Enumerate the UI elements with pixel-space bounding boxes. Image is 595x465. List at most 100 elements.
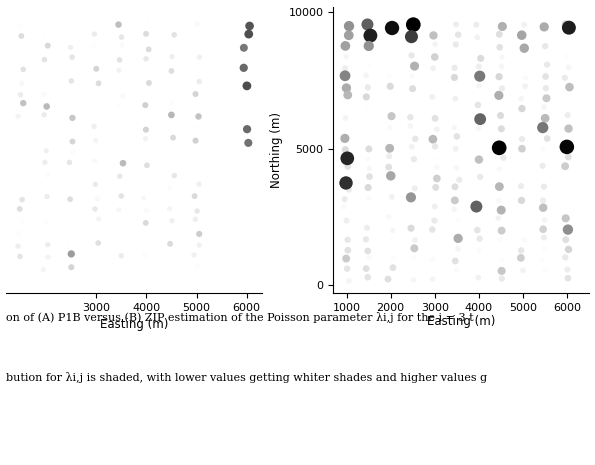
Point <box>142 162 152 169</box>
Point <box>39 33 49 41</box>
Point <box>474 63 484 70</box>
Point <box>540 23 549 31</box>
Point <box>144 46 154 53</box>
Point <box>538 146 548 153</box>
Point <box>343 91 352 99</box>
Point <box>430 217 439 224</box>
Point <box>411 236 420 244</box>
Point <box>167 217 177 225</box>
Point <box>516 197 526 204</box>
Point <box>406 225 416 232</box>
Point <box>384 213 393 221</box>
Point <box>64 242 73 249</box>
Point <box>538 226 548 233</box>
Point <box>385 145 394 152</box>
Point <box>539 183 549 190</box>
Point <box>494 183 504 190</box>
Point <box>539 234 549 241</box>
Point <box>407 33 416 40</box>
Point <box>432 126 441 133</box>
Point <box>115 56 124 64</box>
Point <box>563 226 572 233</box>
Point <box>364 184 373 191</box>
Point <box>170 31 179 39</box>
Point <box>89 41 99 49</box>
Point <box>388 237 397 244</box>
Point <box>541 31 551 39</box>
Point <box>17 32 26 40</box>
Point <box>90 180 100 188</box>
Point <box>543 61 552 68</box>
Point <box>191 137 201 144</box>
Point <box>452 133 462 140</box>
Point <box>93 195 102 203</box>
Point <box>472 34 482 41</box>
Point <box>540 245 550 252</box>
Point <box>516 254 525 262</box>
Point <box>65 195 75 203</box>
Point <box>540 266 550 274</box>
Point <box>519 236 529 244</box>
Point <box>168 134 178 141</box>
Point <box>405 122 415 130</box>
Point <box>560 253 570 261</box>
Point <box>565 83 574 91</box>
Point <box>428 275 437 283</box>
Point <box>499 154 508 161</box>
Point <box>563 266 572 273</box>
Point <box>449 206 459 213</box>
Point <box>517 32 527 39</box>
Point <box>15 205 24 213</box>
Point <box>191 90 201 98</box>
Point <box>43 171 52 179</box>
Point <box>41 218 51 225</box>
Point <box>540 216 549 224</box>
Point <box>42 147 51 154</box>
Point <box>409 253 419 261</box>
Point <box>428 65 438 72</box>
Point <box>67 264 76 271</box>
Point <box>387 24 397 32</box>
Point <box>15 253 24 260</box>
Point <box>474 156 484 163</box>
Point <box>517 145 527 153</box>
Point <box>364 42 374 50</box>
Point <box>340 72 350 80</box>
Point <box>494 73 504 80</box>
Point <box>409 276 418 284</box>
Point <box>242 82 252 90</box>
Point <box>406 113 415 121</box>
Point <box>18 100 28 107</box>
Point <box>342 179 351 186</box>
Point <box>90 157 99 165</box>
Point <box>432 175 441 182</box>
Point <box>165 240 175 247</box>
Point <box>340 135 350 142</box>
Text: bution for λi,j is shaded, with lower values getting whiter shades and higher va: bution for λi,j is shaded, with lower va… <box>6 372 487 383</box>
Point <box>89 123 99 130</box>
Point <box>169 264 178 271</box>
Point <box>114 102 124 110</box>
Point <box>497 227 506 234</box>
Point <box>450 95 460 102</box>
Point <box>195 78 204 85</box>
Point <box>410 185 419 192</box>
Point <box>450 183 460 191</box>
Point <box>39 91 49 98</box>
Point <box>365 173 374 180</box>
Point <box>17 22 26 29</box>
Point <box>430 203 440 210</box>
Point <box>244 30 253 38</box>
Point <box>192 103 202 110</box>
Point <box>194 113 203 120</box>
Point <box>564 246 574 253</box>
Point <box>339 203 349 210</box>
Point <box>453 216 463 223</box>
Point <box>170 172 179 179</box>
Point <box>342 84 351 92</box>
Point <box>517 105 527 112</box>
Point <box>428 135 438 143</box>
Point <box>521 82 530 90</box>
Point <box>452 164 461 172</box>
Point <box>449 124 459 131</box>
